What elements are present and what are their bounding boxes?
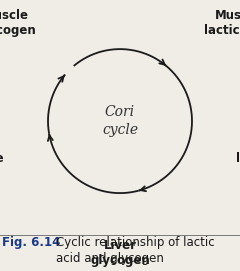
Text: Blood
lactose: Blood lactose (236, 137, 240, 165)
Text: Cyclic relationship of lactic
acid and glycogen: Cyclic relationship of lactic acid and g… (56, 236, 215, 265)
Text: Blood
glucose: Blood glucose (0, 137, 4, 165)
Text: Muscle
lactic acid: Muscle lactic acid (204, 9, 240, 37)
Text: Liver
glycogen: Liver glycogen (90, 239, 150, 267)
Text: Fig. 6.14: Fig. 6.14 (2, 236, 61, 249)
Text: Cori
cycle: Cori cycle (102, 105, 138, 137)
Text: Muscle
glycogen: Muscle glycogen (0, 9, 36, 37)
